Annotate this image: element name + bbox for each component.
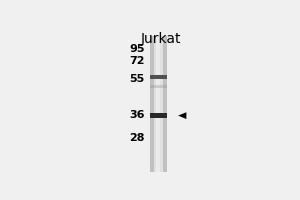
Bar: [150, 85, 167, 88]
Text: 72: 72: [129, 56, 145, 66]
Text: Jurkat: Jurkat: [140, 32, 181, 46]
Text: 95: 95: [129, 44, 145, 54]
Bar: [150, 75, 167, 79]
Bar: [156, 36, 161, 172]
Bar: [154, 36, 163, 172]
Polygon shape: [178, 112, 186, 119]
Text: 36: 36: [129, 110, 145, 120]
Bar: [150, 113, 167, 118]
Text: 28: 28: [129, 133, 145, 143]
Bar: [150, 36, 167, 172]
Text: 55: 55: [129, 74, 145, 84]
